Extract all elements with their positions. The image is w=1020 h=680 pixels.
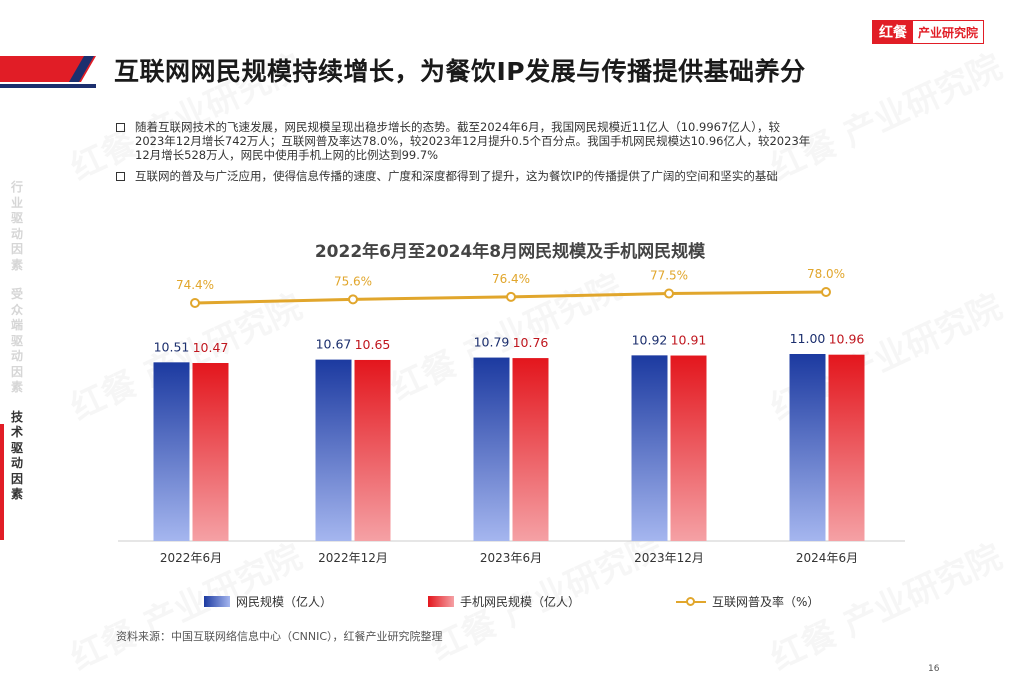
bullet-item: 随着互联网技术的飞速发展，网民规模呈现出稳步增长的态势。截至2024年6月，我国… <box>116 120 916 162</box>
data-label-penetration: 74.4% <box>176 278 214 292</box>
data-label-mobile-netizens: 10.47 <box>193 340 229 355</box>
bar-netizens <box>315 359 352 541</box>
page-title: 互联网网民规模持续增长，为餐饮IP发展与传播提供基础养分 <box>114 57 806 86</box>
data-label-netizens: 10.92 <box>632 332 668 347</box>
bar-mobile-netizens <box>828 354 865 541</box>
legend-swatch-red <box>428 596 454 607</box>
bar-netizens <box>153 362 190 541</box>
bullet-text: 互联网的普及与广泛应用，使得信息传播的速度、广度和深度都得到了提升，这为餐饮IP… <box>135 169 778 183</box>
bar-netizens <box>473 357 510 541</box>
logo-text: 产业研究院 <box>912 21 983 43</box>
source-note: 资料来源：中国互联网络信息中心（CNNIC），红餐产业研究院整理 <box>116 630 443 643</box>
brand-logo: 红餐 产业研究院 <box>871 20 984 44</box>
legend-item-mobile-netizens: 手机网民规模（亿人） <box>428 593 580 610</box>
bar-mobile-netizens <box>192 363 229 541</box>
bullet-text: 随着互联网技术的飞速发展，网民规模呈现出稳步增长的态势。截至2024年6月，我国… <box>135 120 811 162</box>
title-accent-underline <box>0 84 96 88</box>
data-label-penetration: 75.6% <box>334 274 372 288</box>
x-tick-label: 2022年12月 <box>318 551 388 565</box>
legend-item-penetration: 互联网普及率（%） <box>676 593 819 610</box>
legend-label: 互联网普及率（%） <box>712 595 820 609</box>
bar-netizens <box>631 355 668 541</box>
legend-swatch-blue <box>204 596 230 607</box>
data-label-netizens: 10.79 <box>474 335 510 350</box>
bullet-square-icon <box>116 172 125 181</box>
data-label-penetration: 76.4% <box>492 272 530 286</box>
data-label-mobile-netizens: 10.76 <box>513 335 549 350</box>
data-label-mobile-netizens: 10.91 <box>671 333 707 348</box>
bar-mobile-netizens <box>512 358 549 541</box>
legend-label: 网民规模（亿人） <box>236 595 333 609</box>
data-label-netizens: 10.67 <box>316 337 352 352</box>
x-tick-label: 2023年6月 <box>480 551 542 565</box>
bullet-item: 互联网的普及与广泛应用，使得信息传播的速度、广度和深度都得到了提升，这为餐饮IP… <box>116 169 916 183</box>
page-number: 16 <box>928 664 940 674</box>
line-point-penetration <box>821 287 831 297</box>
section-sidenav: 行业驱动因素 受众端驱动因素 技术驱动因素 <box>0 180 30 517</box>
logo-mark: 红餐 <box>872 21 913 43</box>
sidenav-item-technology[interactable]: 技术驱动因素 <box>10 409 23 502</box>
sidenav-item-industry[interactable]: 行业驱动因素 <box>10 180 23 272</box>
bar-mobile-netizens <box>354 359 391 541</box>
data-label-penetration: 78.0% <box>807 267 845 281</box>
legend-item-netizens: 网民规模（亿人） <box>204 593 332 610</box>
line-point-penetration <box>664 288 674 299</box>
bar-mobile-netizens <box>670 355 707 541</box>
data-label-netizens: 11.00 <box>790 331 826 346</box>
legend-line-marker-icon <box>676 596 706 607</box>
x-tick-label: 2023年12月 <box>634 551 704 565</box>
data-label-mobile-netizens: 10.65 <box>355 337 391 352</box>
bar-netizens <box>789 354 826 541</box>
sidenav-item-audience[interactable]: 受众端驱动因素 <box>10 287 23 394</box>
line-point-penetration <box>348 294 358 305</box>
line-point-penetration <box>506 291 516 302</box>
bullet-square-icon <box>116 123 125 132</box>
line-point-penetration <box>190 298 200 308</box>
sidenav-active-indicator <box>0 424 4 540</box>
legend-label: 手机网民规模（亿人） <box>460 595 581 609</box>
x-tick-label: 2024年6月 <box>796 551 858 565</box>
x-tick-label: 2022年6月 <box>160 551 222 565</box>
chart-legend: 网民规模（亿人） 手机网民规模（亿人） 互联网普及率（%） <box>0 592 1020 612</box>
data-label-penetration: 77.5% <box>650 269 688 283</box>
bullet-list: 随着互联网技术的飞速发展，网民规模呈现出稳步增长的态势。截至2024年6月，我国… <box>116 120 916 190</box>
data-label-mobile-netizens: 10.96 <box>829 332 865 347</box>
chart-title: 2022年6月至2024年8月网民规模及手机网民规模 <box>314 242 706 262</box>
data-label-netizens: 10.51 <box>154 339 190 354</box>
